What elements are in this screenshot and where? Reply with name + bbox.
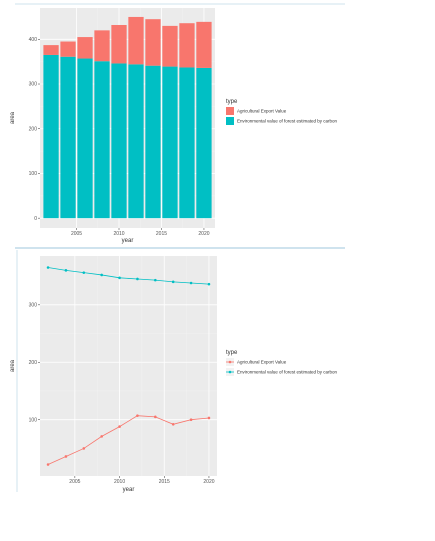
y-tick-label: 0 bbox=[34, 216, 37, 222]
legend-key-point-env bbox=[228, 370, 232, 374]
bar-env bbox=[162, 66, 178, 219]
bar-agri bbox=[196, 21, 212, 68]
series-line-env bbox=[47, 267, 209, 285]
bar-agri bbox=[162, 25, 178, 67]
bar-env bbox=[145, 65, 161, 219]
y-tick-label: 400 bbox=[29, 37, 38, 43]
data-point-env bbox=[136, 277, 139, 281]
bar-agri bbox=[179, 23, 195, 68]
bar-agri bbox=[111, 24, 127, 64]
legend-label-env: Environmental value of forest estimated … bbox=[237, 119, 338, 124]
bar-env bbox=[111, 63, 127, 219]
legend-title: type bbox=[226, 350, 238, 356]
legend-key-agri bbox=[226, 107, 234, 115]
data-point-agri bbox=[136, 414, 139, 417]
x-axis-title: year bbox=[122, 238, 134, 244]
bar-agri bbox=[43, 45, 59, 55]
x-tick-label: 2020 bbox=[198, 231, 209, 237]
data-point-agri bbox=[46, 463, 50, 466]
x-tick-label: 2020 bbox=[203, 479, 214, 485]
x-tick-label: 2005 bbox=[69, 479, 80, 485]
plot-panel bbox=[40, 256, 217, 476]
data-point-env bbox=[171, 280, 175, 284]
data-point-env bbox=[118, 276, 121, 280]
x-tick-label: 2005 bbox=[71, 231, 82, 237]
bar-agri bbox=[145, 19, 161, 66]
legend-key-env bbox=[226, 117, 234, 125]
data-point-env bbox=[189, 281, 193, 285]
y-tick-label: 100 bbox=[29, 417, 38, 423]
line-chart: 2005 2010 2015 2020 100 200 300 year area type Agr… bbox=[10, 256, 338, 493]
bar-env bbox=[77, 58, 93, 219]
y-tick-label: 300 bbox=[29, 82, 38, 88]
y-tick-label: 200 bbox=[29, 126, 38, 132]
y-axis-title: area bbox=[10, 359, 16, 372]
data-point-agri bbox=[171, 423, 175, 426]
data-point-env bbox=[154, 278, 157, 282]
bar-env bbox=[128, 64, 144, 219]
bar-env bbox=[196, 67, 212, 219]
data-point-agri bbox=[64, 455, 68, 458]
y-tick-label: 300 bbox=[29, 303, 38, 309]
x-axis-title: year bbox=[123, 487, 135, 493]
legend-label-env: Environmental value of forest estimated … bbox=[237, 370, 338, 375]
bar-agri bbox=[94, 30, 110, 62]
x-tick-label: 2015 bbox=[159, 479, 170, 485]
data-point-env bbox=[46, 266, 50, 269]
legend-label-agri: Agricultural Export Value bbox=[237, 360, 287, 365]
legend-label-agri: Agricultural Export Value bbox=[237, 109, 287, 114]
y-axis-title: area bbox=[10, 111, 16, 124]
stacked-bar-chart: 2005 2010 2015 2020 0 100 200 300 400 year area typ… bbox=[10, 8, 338, 244]
data-point-env bbox=[82, 271, 86, 274]
data-point-env bbox=[207, 282, 211, 286]
data-point-agri bbox=[189, 418, 193, 422]
x-tick-label: 2010 bbox=[113, 231, 124, 237]
bar-env bbox=[94, 61, 110, 219]
data-point-agri bbox=[154, 415, 157, 419]
bar-env bbox=[43, 54, 59, 219]
bar-agri bbox=[60, 41, 76, 57]
series-line-agri bbox=[47, 415, 209, 465]
bar-agri bbox=[128, 16, 144, 65]
legend-key-point-agri bbox=[228, 360, 232, 364]
data-point-agri bbox=[100, 435, 103, 438]
bar-env bbox=[179, 67, 195, 219]
bar-env bbox=[60, 56, 76, 219]
data-point-env bbox=[100, 273, 103, 277]
legend-title: type bbox=[226, 99, 238, 105]
x-tick-label: 2015 bbox=[156, 231, 167, 237]
x-tick-label: 2010 bbox=[114, 479, 125, 485]
y-tick-label: 100 bbox=[29, 171, 38, 177]
data-point-agri bbox=[118, 425, 121, 428]
data-point-agri bbox=[82, 447, 86, 450]
bar-agri bbox=[77, 37, 93, 59]
data-point-agri bbox=[207, 416, 211, 420]
y-tick-label: 200 bbox=[29, 360, 38, 366]
data-point-env bbox=[64, 269, 68, 272]
